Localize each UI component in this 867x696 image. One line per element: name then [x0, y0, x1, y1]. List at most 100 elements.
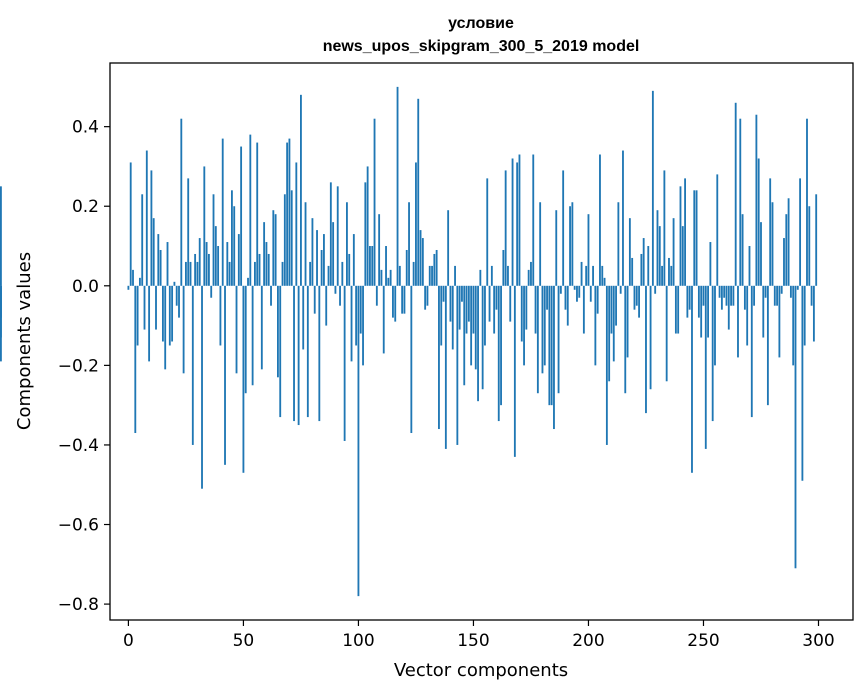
- bar: [325, 285, 328, 326]
- bar: [405, 249, 408, 286]
- bar: [318, 285, 321, 422]
- bar: [237, 234, 240, 286]
- bar: [214, 226, 217, 286]
- bar: [392, 285, 394, 318]
- bar: [543, 285, 546, 366]
- bar: [0, 285, 2, 362]
- bar: [265, 242, 268, 286]
- bar: [219, 285, 222, 346]
- bar: [507, 265, 509, 286]
- bar: [166, 242, 169, 286]
- bar: [605, 285, 608, 445]
- bar: [143, 285, 146, 330]
- bar-series: [0, 86, 818, 597]
- bar: [408, 202, 410, 286]
- bar: [184, 261, 187, 286]
- bar: [631, 257, 634, 286]
- bar: [578, 285, 581, 298]
- bar: [191, 285, 194, 445]
- bar: [810, 285, 813, 306]
- bar: [403, 285, 406, 314]
- bar: [642, 238, 645, 286]
- bar: [438, 285, 440, 430]
- bar: [415, 162, 417, 286]
- bar: [573, 285, 576, 290]
- bar: [541, 285, 544, 374]
- bar: [444, 285, 447, 449]
- bar: [306, 285, 309, 418]
- bar: [401, 285, 404, 314]
- bar: [311, 218, 314, 286]
- bar: [150, 170, 153, 286]
- bar: [380, 269, 383, 286]
- bar: [787, 198, 790, 286]
- bar: [628, 218, 631, 286]
- bar: [576, 285, 578, 302]
- x-tick-label: 50: [233, 631, 255, 651]
- bar: [210, 285, 213, 298]
- bar: [178, 285, 180, 318]
- bar: [783, 238, 785, 286]
- bar: [410, 285, 413, 434]
- bar: [640, 253, 643, 286]
- bar: [373, 118, 376, 286]
- bar: [440, 285, 443, 346]
- bar: [737, 285, 739, 358]
- bar: [806, 118, 808, 286]
- bar: [320, 249, 323, 286]
- bar: [720, 285, 723, 310]
- bar: [658, 226, 661, 286]
- bar: [141, 194, 144, 286]
- bar: [249, 134, 252, 286]
- bar: [412, 261, 415, 286]
- bar: [803, 285, 806, 346]
- plot-area-frame: [109, 62, 854, 621]
- bar: [417, 98, 420, 286]
- bar: [357, 285, 360, 597]
- bar: [645, 285, 647, 414]
- bar: [463, 285, 466, 386]
- bar: [668, 257, 670, 286]
- bar: [633, 285, 636, 310]
- bar: [750, 285, 753, 418]
- bar: [212, 194, 215, 286]
- bar: [769, 178, 772, 286]
- bar: [180, 118, 183, 286]
- bar: [594, 285, 597, 366]
- bar: [134, 285, 137, 434]
- bar: [785, 214, 788, 286]
- bar: [205, 242, 208, 286]
- bar: [493, 285, 496, 334]
- bar: [201, 285, 203, 489]
- bar: [792, 285, 795, 366]
- x-tick-label: 300: [802, 631, 834, 651]
- bar: [421, 238, 424, 286]
- bar: [230, 190, 233, 286]
- bar: [635, 285, 638, 306]
- bar: [727, 285, 730, 330]
- x-tick-label: 100: [342, 631, 374, 651]
- bar: [748, 246, 751, 286]
- bar: [352, 234, 355, 286]
- bar: [527, 269, 530, 286]
- bar: [663, 170, 666, 286]
- bar: [638, 285, 640, 318]
- bar: [355, 285, 358, 346]
- bar: [562, 170, 565, 286]
- bar: [764, 285, 767, 298]
- x-tick-label: 250: [687, 631, 719, 651]
- bar: [624, 285, 627, 394]
- bar: [603, 277, 606, 286]
- bar: [592, 265, 594, 286]
- y-axis-label: Components values: [14, 252, 35, 430]
- bar: [221, 138, 224, 286]
- bar: [672, 218, 675, 286]
- bar: [615, 285, 617, 326]
- bar: [580, 261, 583, 286]
- bar: [674, 285, 677, 334]
- bar: [152, 218, 155, 286]
- bar: [670, 265, 673, 286]
- bar: [132, 269, 134, 286]
